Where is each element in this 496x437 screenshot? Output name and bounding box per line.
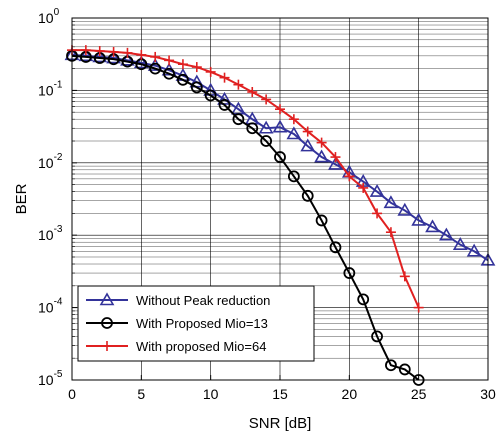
data-point-marker: [399, 271, 410, 282]
data-point-marker: [150, 51, 161, 62]
data-point-marker: [163, 67, 175, 80]
data-point-marker: [286, 126, 302, 140]
data-point-marker: [343, 267, 356, 279]
legend-label: With Proposed Mio=13: [136, 316, 268, 331]
legend-marker: [99, 292, 115, 306]
data-point-marker: [261, 94, 272, 105]
x-tick-label: 15: [272, 386, 288, 402]
legend-label: Without Peak reduction: [136, 293, 270, 308]
x-tick-label: 5: [137, 386, 145, 402]
data-point-marker: [78, 48, 94, 62]
data-point-marker: [316, 137, 327, 148]
data-point-marker: [136, 49, 147, 60]
data-point-marker: [177, 73, 189, 86]
x-axis-label: SNR [dB]: [249, 415, 312, 432]
data-point-marker: [272, 119, 288, 133]
data-point-marker: [328, 156, 343, 170]
data-point-marker: [385, 359, 397, 372]
data-point-marker: [247, 87, 258, 98]
x-tick-label: 20: [342, 386, 358, 402]
data-point-marker: [302, 126, 313, 137]
data-point-marker: [133, 55, 149, 69]
y-tick-label: 10-2: [38, 152, 63, 171]
y-tick-label: 10-5: [38, 369, 63, 388]
data-point-marker: [397, 202, 413, 216]
legend-marker: [102, 341, 112, 351]
data-point-marker: [329, 241, 342, 254]
data-point-marker: [301, 189, 314, 202]
data-point-marker: [190, 81, 203, 94]
x-tick-label: 0: [68, 386, 76, 402]
data-point-marker: [315, 214, 328, 227]
data-point-marker: [383, 195, 399, 209]
data-point-marker: [275, 104, 285, 115]
data-point-marker: [369, 183, 385, 197]
data-point-marker: [452, 237, 468, 250]
data-point-marker: [120, 52, 135, 66]
data-point-marker: [94, 46, 105, 57]
data-point-marker: [357, 293, 370, 306]
data-point-marker: [371, 330, 383, 343]
data-point-marker: [80, 45, 91, 56]
data-point-marker: [344, 171, 355, 182]
data-point-marker: [233, 79, 244, 90]
y-tick-label: 100: [38, 7, 60, 26]
data-point-marker: [232, 113, 245, 126]
legend-item: Without Peak reduction: [86, 292, 270, 308]
legend-label: With proposed Mio=64: [136, 339, 266, 354]
data-point-marker: [204, 89, 217, 102]
data-point-marker: [358, 182, 369, 193]
y-tick-label: 10-3: [38, 224, 63, 243]
x-tick-label: 25: [411, 386, 427, 402]
y-tick-label: 10-4: [38, 297, 63, 316]
data-point-marker: [300, 138, 316, 152]
data-point-marker: [466, 243, 482, 257]
axes: 0 5 10 15 20 25 30 10-5 10-4 10-3 10-2 10-1 100: [38, 7, 496, 402]
y-tick-label: 10-1: [38, 79, 63, 98]
data-point-marker: [385, 227, 396, 238]
data-point-marker: [246, 122, 259, 135]
legend-marker: [101, 317, 113, 329]
legend-item: With Proposed Mio=13: [86, 316, 268, 331]
data-point-marker: [287, 170, 300, 183]
x-tick-label: 30: [480, 386, 496, 402]
data-point-marker: [219, 72, 230, 83]
legend: Without Peak reduction With Proposed Mio=…: [77, 285, 315, 362]
data-point-marker: [288, 114, 299, 125]
data-point-marker: [274, 151, 286, 163]
data-point-marker: [314, 149, 329, 163]
data-point-marker: [218, 99, 231, 111]
data-point-marker: [439, 227, 454, 241]
series-line: [71, 53, 489, 262]
data-point-marker: [425, 219, 440, 233]
data-point-marker: [108, 46, 119, 57]
data-point-marker: [106, 50, 121, 64]
data-point-marker: [330, 152, 341, 163]
x-tick-label: 10: [203, 386, 219, 402]
y-axis-label: BER: [13, 183, 30, 214]
data-point-marker: [205, 66, 216, 77]
series-plus: [67, 45, 424, 313]
data-point-marker: [177, 59, 188, 70]
data-point-marker: [149, 62, 162, 75]
data-point-marker: [258, 120, 274, 134]
legend-item: With proposed Mio=64: [86, 339, 266, 354]
data-point-marker: [164, 55, 175, 66]
data-point-marker: [122, 47, 133, 58]
data-point-marker: [411, 212, 427, 226]
data-point-marker: [398, 363, 411, 376]
data-point-marker: [413, 302, 424, 313]
data-point-marker: [260, 135, 273, 147]
data-point-marker: [191, 62, 202, 73]
data-point-marker: [92, 49, 108, 63]
data-point-marker: [372, 208, 383, 219]
